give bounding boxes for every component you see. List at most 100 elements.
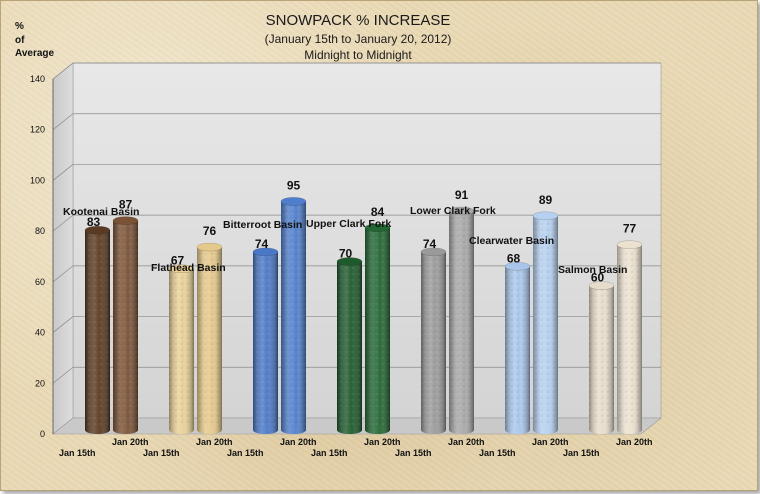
bar-top (420, 247, 447, 257)
bar-shade (113, 220, 138, 430)
category-label: Lower Clark Fork (410, 205, 496, 217)
side-wall (52, 62, 74, 435)
bar-base-shade (449, 426, 474, 434)
data-label: 83 (87, 215, 101, 229)
bar-base-shade (505, 426, 530, 434)
bar-top (336, 257, 363, 266)
category-label: Clearwater Basin (469, 235, 554, 247)
plot-area: 0 20 40 60 80 100 120 140 83 Jan 15th 87 Jan 20th Ko… (30, 62, 662, 458)
data-label: 68 (507, 251, 521, 265)
bar-top (532, 211, 559, 221)
y-unit-line-1: % (15, 21, 24, 32)
data-label: 76 (203, 224, 217, 238)
bar-shade (589, 285, 614, 430)
gridline-side (52, 265, 74, 283)
data-label: 89 (539, 193, 553, 207)
bar-base-shade (533, 426, 558, 434)
y-tick-label: 20 (35, 378, 45, 388)
bar-top (168, 264, 195, 273)
bar-top (196, 242, 223, 252)
bar-shade (617, 244, 642, 430)
bar-shade (337, 261, 362, 430)
date-label: Jan 20th (364, 437, 401, 447)
bar-shade (365, 227, 390, 430)
bar-base-shade (169, 426, 194, 434)
gridline-side (52, 316, 74, 333)
date-label: Jan 15th (395, 448, 432, 458)
date-label: Jan 20th (196, 437, 233, 447)
bar-shade (85, 230, 110, 430)
date-label: Jan 15th (59, 448, 96, 458)
bar-base-shade (365, 426, 390, 434)
category-label: Salmon Basin (558, 264, 627, 276)
bar-shade (449, 210, 474, 430)
bar-shade (281, 201, 306, 430)
chart-subtitle-period: Midnight to Midnight (304, 48, 412, 62)
category-label: Bitterroot Basin (223, 219, 302, 231)
y-tick-label: 40 (35, 328, 45, 338)
category-label: Upper Clark Fork (306, 218, 391, 230)
bar-base-shade (617, 426, 642, 434)
bar-base-shade (589, 426, 614, 434)
gridline-side (52, 62, 74, 80)
bar-base-shade (421, 426, 446, 434)
y-tick-label: 100 (30, 175, 45, 185)
y-unit-line-3: Average (15, 48, 55, 59)
gridline-side (52, 113, 74, 130)
y-tick-label: 140 (30, 74, 45, 84)
gridline-side (52, 214, 74, 232)
y-tick-label: 120 (30, 125, 45, 135)
bar-top (616, 240, 643, 249)
data-label: 77 (623, 222, 637, 236)
date-label: Jan 20th (280, 437, 317, 447)
date-label: Jan 20th (616, 437, 653, 447)
date-label: Jan 15th (143, 448, 180, 458)
data-label: 84 (371, 205, 385, 219)
date-label: Jan 15th (563, 448, 600, 458)
date-label: Jan 20th (112, 437, 149, 447)
bar-top (504, 262, 531, 271)
bar-base-shade (281, 426, 306, 434)
bar-shade (253, 251, 278, 430)
chart-subtitle-dates: (January 15th to January 20, 2012) (265, 32, 452, 46)
data-label: 74 (255, 237, 269, 251)
gridline-side (52, 164, 74, 181)
bar-top (364, 223, 391, 233)
bar-base-shade (197, 426, 222, 434)
bar-base-shade (113, 426, 138, 434)
bar-base-shade (85, 426, 110, 434)
date-label: Jan 15th (311, 448, 348, 458)
data-label: 87 (119, 198, 133, 212)
bar-top (280, 197, 307, 206)
bar-shade (169, 268, 194, 430)
bar-top (252, 247, 279, 257)
data-label: 67 (171, 254, 185, 268)
bar-shade (197, 247, 222, 430)
data-label: 74 (423, 237, 437, 251)
date-label: Jan 15th (479, 448, 516, 458)
y-tick-label: 60 (35, 277, 45, 287)
bar-shade (533, 215, 558, 430)
date-label: Jan 20th (448, 437, 485, 447)
bar-base-shade (337, 426, 362, 434)
data-label: 95 (287, 178, 301, 192)
data-label: 60 (591, 271, 605, 285)
bar-shade (505, 266, 530, 430)
y-tick-label: 0 (40, 429, 45, 439)
date-label: Jan 20th (532, 437, 569, 447)
data-label: 91 (455, 188, 469, 202)
y-tick-label: 80 (35, 226, 45, 236)
bar-base-shade (253, 426, 278, 434)
category-label: Flathead Basin (151, 262, 226, 274)
data-label: 70 (339, 247, 353, 261)
bar-shade (421, 251, 446, 430)
bar-top (84, 225, 111, 235)
y-unit-line-2: of (15, 35, 25, 46)
chart-title: SNOWPACK % INCREASE (266, 12, 451, 29)
bar-top (448, 206, 475, 216)
bar-top (112, 216, 139, 225)
bar-top (588, 281, 615, 290)
category-label: Kootenai Basin (63, 206, 139, 218)
